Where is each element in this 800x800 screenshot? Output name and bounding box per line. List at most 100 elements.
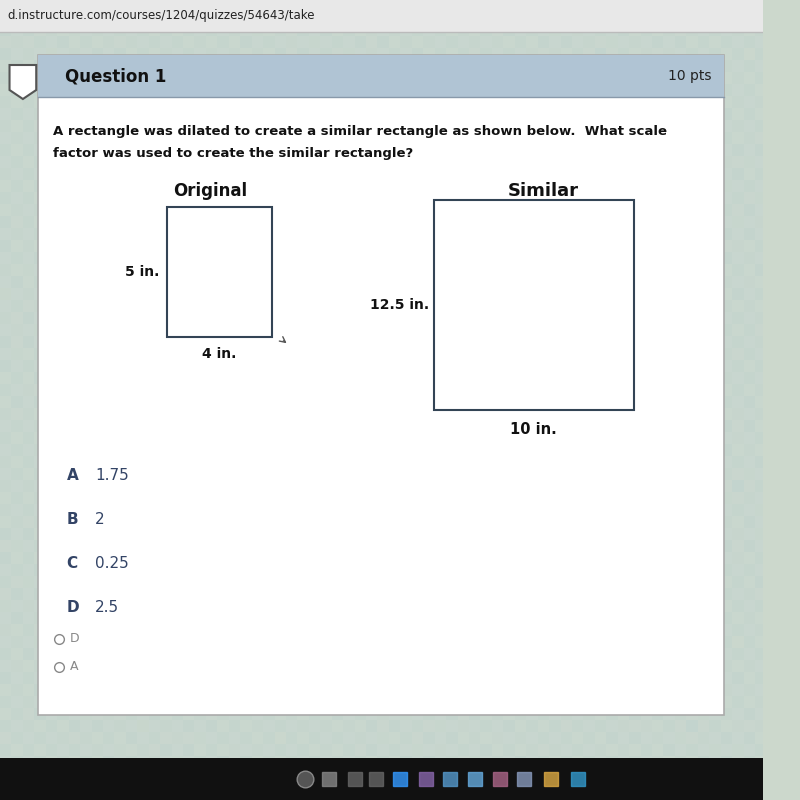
Bar <box>286 84 298 96</box>
Bar <box>160 552 171 564</box>
Bar <box>686 48 698 60</box>
Bar <box>755 288 766 300</box>
Bar <box>458 540 469 552</box>
Bar <box>583 336 595 348</box>
Bar <box>389 204 400 216</box>
Bar <box>320 0 332 12</box>
Bar <box>675 480 686 492</box>
Bar <box>526 396 538 408</box>
Bar <box>549 396 561 408</box>
Bar <box>11 288 23 300</box>
Bar <box>69 192 80 204</box>
Bar <box>400 768 412 780</box>
Bar <box>366 204 378 216</box>
Bar <box>23 24 34 36</box>
Bar <box>503 252 514 264</box>
Bar <box>549 708 561 720</box>
Bar <box>69 648 80 660</box>
Bar <box>663 84 675 96</box>
Bar <box>0 264 11 276</box>
Bar <box>526 612 538 624</box>
Bar <box>34 648 46 660</box>
Bar <box>526 432 538 444</box>
Bar <box>469 480 481 492</box>
Bar <box>538 420 549 432</box>
Bar <box>252 432 263 444</box>
Bar <box>561 588 572 600</box>
Bar <box>160 180 171 192</box>
Bar <box>458 504 469 516</box>
Bar <box>0 168 11 180</box>
Bar <box>526 648 538 660</box>
Bar <box>503 72 514 84</box>
Bar <box>34 792 46 800</box>
Bar <box>721 60 732 72</box>
Bar <box>320 600 332 612</box>
Bar <box>57 648 69 660</box>
Bar <box>618 108 629 120</box>
Bar <box>481 300 492 312</box>
Bar <box>446 96 458 108</box>
Bar <box>663 96 675 108</box>
Bar <box>412 576 423 588</box>
Bar <box>743 204 755 216</box>
Bar <box>171 528 183 540</box>
Bar <box>218 612 229 624</box>
Bar <box>57 696 69 708</box>
Bar <box>618 444 629 456</box>
Bar <box>481 204 492 216</box>
Bar <box>126 708 138 720</box>
Bar <box>171 228 183 240</box>
Bar <box>400 792 412 800</box>
Bar <box>240 432 252 444</box>
Bar <box>126 192 138 204</box>
Bar <box>549 180 561 192</box>
Bar <box>229 504 240 516</box>
Bar <box>309 552 320 564</box>
Bar <box>366 132 378 144</box>
Bar <box>46 264 57 276</box>
Bar <box>46 552 57 564</box>
Bar <box>732 516 743 528</box>
Bar <box>80 444 91 456</box>
Bar <box>354 468 366 480</box>
Bar <box>572 36 583 48</box>
Bar <box>389 468 400 480</box>
Bar <box>572 696 583 708</box>
Bar <box>698 636 710 648</box>
Bar <box>469 588 481 600</box>
Bar <box>69 732 80 744</box>
Bar <box>366 456 378 468</box>
Bar <box>126 228 138 240</box>
Bar <box>641 444 652 456</box>
Bar <box>0 372 11 384</box>
Bar <box>298 396 309 408</box>
Bar <box>503 624 514 636</box>
Bar <box>572 768 583 780</box>
Bar <box>710 216 721 228</box>
Bar <box>366 492 378 504</box>
Bar <box>538 120 549 132</box>
Bar <box>434 84 446 96</box>
Bar <box>309 756 320 768</box>
Bar <box>503 348 514 360</box>
Bar <box>434 24 446 36</box>
Bar <box>69 780 80 792</box>
Bar <box>503 108 514 120</box>
Bar <box>526 348 538 360</box>
Bar <box>160 0 171 12</box>
Bar <box>274 276 286 288</box>
Bar <box>412 48 423 60</box>
Bar <box>343 84 354 96</box>
Bar <box>229 708 240 720</box>
Bar <box>240 648 252 660</box>
Bar <box>366 396 378 408</box>
Bar <box>332 348 343 360</box>
Bar <box>194 456 206 468</box>
Bar <box>561 612 572 624</box>
Bar <box>652 240 663 252</box>
Bar <box>572 252 583 264</box>
Bar <box>492 684 503 696</box>
Bar <box>298 168 309 180</box>
Bar <box>583 756 595 768</box>
